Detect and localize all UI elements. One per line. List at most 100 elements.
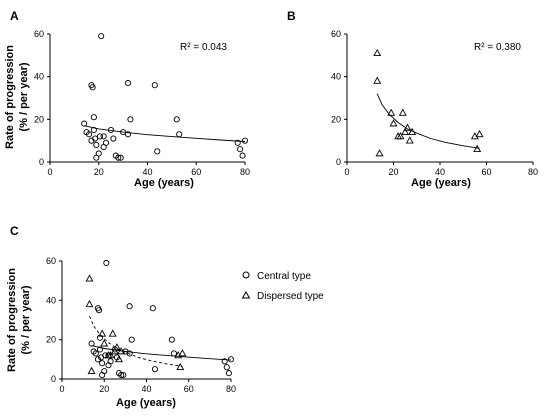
data-point-circle <box>120 129 127 136</box>
data-point-circle <box>81 120 88 127</box>
data-point-circle <box>93 141 100 148</box>
data-point-circle <box>127 116 134 123</box>
y-tick-label: 60 <box>34 29 44 39</box>
data-point-circle <box>149 305 156 312</box>
data-point-circle <box>90 114 97 121</box>
data-point-circle <box>110 135 117 142</box>
data-point-triangle <box>178 349 187 357</box>
data-point-triangle <box>396 132 405 140</box>
data-point-triangle <box>108 329 117 337</box>
data-point-triangle <box>110 347 119 355</box>
data-point-triangle <box>375 149 384 157</box>
data-point-circle <box>176 131 183 138</box>
x-tick-label: 60 <box>481 167 491 177</box>
y-tick-label: 60 <box>46 256 56 266</box>
y-tick-label: 20 <box>34 114 44 124</box>
y-tick-label: 40 <box>331 72 341 82</box>
data-point-triangle <box>475 129 484 138</box>
panel-a-xlabel: Age (years) <box>134 177 194 189</box>
panel-b-letter: B <box>287 9 296 23</box>
data-point-circle <box>88 340 95 347</box>
x-tick-label: 80 <box>226 384 236 394</box>
data-point-circle <box>99 360 106 367</box>
fit-curve <box>376 93 480 149</box>
y-tick-label: 0 <box>51 374 56 384</box>
data-point-circle <box>103 259 110 267</box>
panel-c-xlabel: Age (years) <box>116 397 176 409</box>
x-tick-label: 40 <box>142 167 152 177</box>
x-tick-label: 20 <box>388 167 398 177</box>
data-point-circle <box>225 370 232 377</box>
data-point-circle <box>154 148 161 155</box>
data-point-circle <box>103 139 110 146</box>
data-point-triangle <box>85 299 94 308</box>
data-point-circle <box>101 368 108 375</box>
data-point-triangle <box>117 347 126 355</box>
data-point-circle <box>95 150 102 157</box>
x-tick-label: 60 <box>191 167 201 177</box>
y-tick-label: 0 <box>336 157 341 167</box>
fit-curve <box>91 345 232 361</box>
data-point-triangle <box>403 123 412 131</box>
panel-c-ylabel-line1: Rate of progression <box>6 268 18 372</box>
x-tick-label: 20 <box>99 384 109 394</box>
data-point-triangle <box>106 351 115 359</box>
data-point-circle <box>120 372 127 379</box>
data-point-triangle <box>115 355 123 363</box>
y-tick-label: 0 <box>39 157 44 167</box>
data-point-triangle <box>176 362 185 371</box>
panel-b-annotation: R² = 0.380 <box>474 42 521 53</box>
data-point-circle <box>126 303 133 310</box>
legend-label-central: Central type <box>257 271 311 282</box>
panel-a-ylabel-line1: Rate of progression <box>4 45 16 149</box>
data-point-triangle <box>387 108 396 116</box>
x-tick-label: 40 <box>435 167 445 177</box>
data-point-circle <box>151 82 158 89</box>
legend: Central type Dispersed type <box>241 271 324 302</box>
panel-b: B R² = 0.380 Age (years) 0 20 40 60 80 0 20 40 6… <box>287 9 538 189</box>
data-point-triangle <box>398 108 407 116</box>
data-point-circle <box>168 336 175 343</box>
data-point-circle <box>241 137 249 144</box>
legend-item-central: Central type <box>242 271 311 282</box>
y-tick-label: 40 <box>46 295 56 305</box>
data-point-circle <box>85 131 93 138</box>
data-point-circle <box>95 307 103 314</box>
data-point-circle <box>151 366 158 373</box>
panel-c: C Rate of progression (% / per year) Age… <box>6 224 324 409</box>
data-point-circle <box>94 356 101 363</box>
data-point-circle <box>118 372 125 379</box>
data-point-triangle <box>100 339 109 347</box>
y-tick-label: 20 <box>331 114 341 124</box>
data-point-circle <box>124 131 132 138</box>
data-point-circle <box>173 116 180 123</box>
data-point-circle <box>237 146 244 153</box>
legend-label-dispersed: Dispersed type <box>257 291 324 302</box>
data-point-circle <box>117 154 124 161</box>
data-point-triangle <box>112 343 121 351</box>
data-point-circle <box>170 350 178 357</box>
data-point-triangle <box>408 127 417 135</box>
data-point-triangle <box>389 119 398 127</box>
x-tick-label: 80 <box>528 167 538 177</box>
data-point-circle <box>221 358 228 365</box>
data-point-circle <box>107 126 114 134</box>
data-point-triangle <box>85 274 94 282</box>
legend-item-dispersed: Dispersed type <box>241 291 324 302</box>
data-point-triangle <box>405 136 414 144</box>
data-point-circle <box>115 154 122 161</box>
data-point-triangle <box>98 329 107 337</box>
x-tick-label: 0 <box>47 167 52 177</box>
y-tick-label: 60 <box>331 29 341 39</box>
panel-c-ylabel-line2: (% / per year) <box>20 285 32 354</box>
panel-a-plot: 0 20 40 60 80 0 20 40 60 <box>34 29 250 177</box>
data-point-circle <box>234 139 241 146</box>
data-point-circle <box>100 133 107 140</box>
x-tick-label: 20 <box>94 167 104 177</box>
panel-c-plot: 0 20 40 60 80 0 20 40 60 <box>46 256 236 394</box>
data-point-circle <box>92 350 99 357</box>
data-point-circle <box>90 126 97 134</box>
data-point-triangle <box>373 48 382 57</box>
panel-a-ylabel-line2: (% / per year) <box>18 62 30 131</box>
